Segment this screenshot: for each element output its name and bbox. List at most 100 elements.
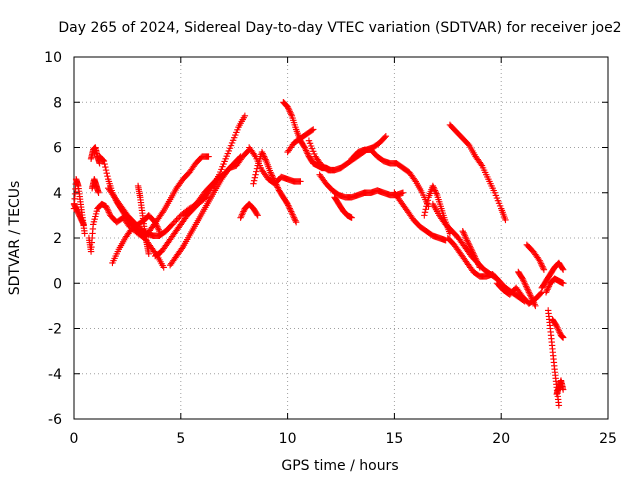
x-tick-label: 15 <box>385 431 403 447</box>
data-point <box>532 302 539 310</box>
data-point <box>470 252 478 259</box>
y-tick-label: 6 <box>53 141 62 157</box>
data-point <box>522 281 529 288</box>
data-point <box>96 160 103 167</box>
data-point <box>531 301 538 308</box>
data-point <box>268 172 276 179</box>
data-point <box>310 126 317 133</box>
data-point <box>472 255 479 262</box>
x-tick-label: 25 <box>599 431 617 447</box>
y-tick-label: 4 <box>53 186 62 202</box>
series-arc-23 <box>391 189 449 244</box>
data-point <box>238 211 246 218</box>
data-point <box>237 214 244 221</box>
data-point <box>544 286 551 293</box>
data-point <box>431 185 438 193</box>
data-point <box>290 212 297 220</box>
data-point <box>423 203 430 210</box>
data-point <box>289 211 296 218</box>
data-point <box>100 157 108 165</box>
y-tick-label: -4 <box>48 367 62 383</box>
data-point <box>465 241 473 248</box>
data-point <box>99 157 107 164</box>
data-point <box>267 169 274 176</box>
data-point <box>554 326 562 333</box>
data-point <box>521 280 528 287</box>
series-arc-8 <box>109 212 163 267</box>
data-point <box>285 203 293 211</box>
data-point <box>238 212 245 220</box>
data-point <box>102 203 110 210</box>
data-point <box>95 189 102 196</box>
data-point <box>303 148 311 156</box>
data-point <box>286 108 293 115</box>
series-arc-11 <box>151 112 249 260</box>
series-arc-33 <box>542 275 567 296</box>
series-arc-31 <box>523 241 548 273</box>
data-point <box>468 246 475 253</box>
data-point <box>529 296 536 304</box>
data-point <box>155 226 162 233</box>
data-point <box>348 214 355 221</box>
data-point <box>301 144 308 151</box>
chart-title: Day 265 of 2024, Sidereal Day-to-day VTE… <box>58 20 621 36</box>
series-arc-20 <box>316 171 407 201</box>
data-point <box>432 188 439 196</box>
data-point <box>525 289 533 296</box>
data-point <box>271 178 278 185</box>
data-point <box>297 178 304 185</box>
data-point <box>260 153 268 160</box>
data-point <box>429 182 437 190</box>
data-point <box>430 184 437 191</box>
data-point <box>423 200 431 207</box>
data-point <box>285 106 293 113</box>
data-point <box>460 229 467 236</box>
data-point <box>287 109 294 117</box>
data-point <box>523 284 531 291</box>
data-point <box>459 228 466 235</box>
data-point <box>274 184 281 191</box>
data-point <box>469 249 476 256</box>
data-point <box>253 168 260 175</box>
y-tick-label: 0 <box>53 276 62 292</box>
data-point <box>424 197 432 204</box>
series-arc-36 <box>553 377 567 398</box>
data-point <box>287 206 294 214</box>
data-point <box>240 208 247 215</box>
data-point <box>543 287 550 294</box>
data-point <box>530 298 537 305</box>
data-point <box>464 238 471 245</box>
data-point <box>251 151 258 159</box>
data-point <box>399 189 407 196</box>
data-point <box>381 134 388 141</box>
data-point <box>382 132 390 140</box>
data-point <box>178 245 186 252</box>
data-point <box>284 200 291 208</box>
data-point <box>502 216 509 224</box>
data-point <box>270 176 278 184</box>
data-point <box>556 329 563 336</box>
data-point <box>559 334 567 341</box>
data-point <box>477 160 485 168</box>
data-point <box>104 206 111 213</box>
data-point <box>537 290 544 297</box>
series-arc-21 <box>331 194 355 221</box>
data-point <box>462 234 469 241</box>
data-point <box>292 217 299 224</box>
data-point <box>81 230 88 237</box>
data-point <box>154 224 162 232</box>
data-point <box>555 402 563 409</box>
data-point <box>101 160 108 168</box>
data-point <box>528 295 536 302</box>
data-point <box>540 266 548 273</box>
data-point <box>259 150 266 157</box>
data-point <box>473 258 481 265</box>
data-point <box>286 205 293 212</box>
data-point <box>539 263 546 270</box>
data-point <box>537 258 544 266</box>
data-point <box>288 209 296 217</box>
data-point <box>468 247 476 255</box>
data-point <box>522 283 530 290</box>
data-point <box>205 153 212 160</box>
data-point <box>470 250 477 258</box>
